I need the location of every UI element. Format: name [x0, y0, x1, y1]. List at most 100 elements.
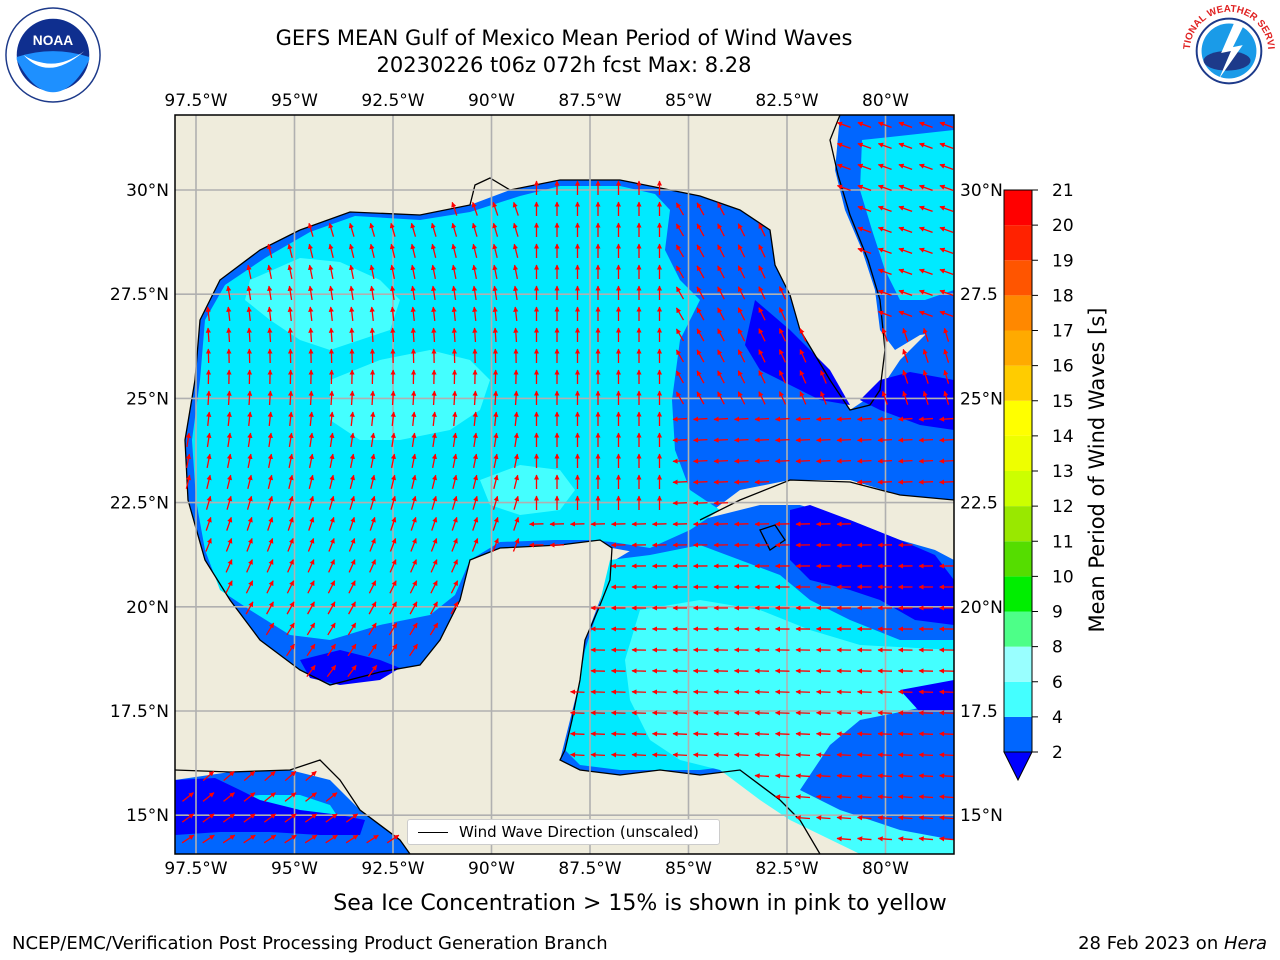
wind-arrow: [939, 163, 954, 171]
wind-arrow: [223, 770, 235, 782]
wind-arrow: [325, 813, 338, 823]
wind-arrow: [366, 834, 379, 844]
wind-arrow: [246, 495, 253, 510]
wind-arrow: [590, 731, 606, 737]
wind-arrow: [472, 390, 478, 406]
wind-arrow: [737, 286, 746, 300]
wind-arrow: [856, 479, 872, 485]
wind-arrow: [918, 836, 934, 842]
wind-arrow: [610, 731, 626, 737]
wind-arrow: [287, 537, 294, 552]
colorbar-tick-label: 2: [1052, 743, 1063, 763]
wind-arrow: [492, 516, 499, 531]
wind-arrow: [472, 327, 478, 343]
wind-arrow: [327, 622, 336, 636]
lat-tick-label: 22.5: [960, 494, 998, 514]
wind-arrow: [369, 264, 375, 279]
latitude-labels-left: 30°N 27.5°N 25°N 22.5°N 20°N 17.5°N 15°N: [110, 181, 169, 826]
wind-arrow: [226, 432, 232, 448]
wind-arrow: [429, 622, 439, 636]
wind-arrow: [713, 479, 729, 485]
wind-arrow: [389, 222, 396, 237]
wind-arrow: [898, 226, 913, 234]
colorbar-tick-label: 13: [1052, 462, 1074, 482]
wind-arrow: [226, 306, 232, 322]
wind-arrow: [348, 580, 356, 594]
wind-arrow: [287, 243, 293, 258]
wind-arrow: [181, 813, 195, 823]
colorbar-segment: [1004, 506, 1032, 542]
wind-arrow: [390, 474, 397, 489]
wind-arrow: [472, 432, 478, 448]
wind-arrow: [512, 201, 519, 216]
wind-arrow: [733, 458, 749, 464]
credit-date: 28 Feb 2023 on: [1078, 933, 1224, 954]
wind-arrow: [737, 370, 746, 384]
wind-arrow: [410, 537, 417, 552]
wind-arrow: [287, 327, 293, 343]
wind-arrow: [308, 516, 315, 531]
svg-text:NOAA: NOAA: [33, 33, 73, 48]
wind-arrow: [284, 792, 297, 802]
wind-arrow: [430, 264, 437, 279]
wind-arrow: [348, 537, 356, 552]
wind-arrow: [205, 516, 212, 531]
wind-arrow: [737, 307, 746, 321]
wind-arrow: [857, 121, 872, 129]
wind-arrow: [329, 474, 335, 489]
wind-arrow: [472, 495, 479, 510]
wind-arrow: [922, 390, 929, 405]
wind-arrow: [758, 349, 766, 363]
wind-arrow: [390, 390, 396, 406]
wind-arrow: [774, 794, 790, 800]
colorbar-tick-label: 15: [1052, 392, 1074, 412]
wind-arrow: [881, 327, 888, 342]
wind-arrow: [349, 327, 355, 343]
wind-arrow: [939, 121, 954, 129]
wind-arrow: [226, 453, 233, 468]
wind-arrow: [938, 479, 954, 485]
wind-arrow: [918, 731, 934, 737]
wind-arrow: [452, 474, 458, 489]
wind-arrow: [922, 348, 929, 363]
wind-arrow: [513, 432, 519, 448]
wind-arrow: [389, 264, 396, 279]
wind-arrow: [898, 247, 913, 255]
wind-arrow: [370, 432, 376, 448]
lon-tick-label: 80°W: [862, 91, 909, 111]
wind-arrow: [836, 731, 852, 737]
wind-arrow: [284, 834, 297, 844]
wind-arrow: [368, 643, 377, 657]
wind-arrow: [877, 163, 892, 171]
wind-arrow: [205, 537, 212, 552]
wind-arrow: [692, 479, 708, 485]
map-legend: Wind Wave Direction (unscaled): [407, 819, 720, 845]
wind-arrow: [328, 537, 335, 552]
wind-arrow: [370, 474, 376, 489]
wind-arrow: [349, 495, 356, 510]
wind-arrow: [795, 416, 811, 422]
wind-arrow: [430, 222, 437, 237]
wind-arrow: [388, 643, 398, 657]
wind-arrow: [493, 432, 499, 448]
wind-arrow: [246, 537, 253, 552]
wind-arrow: [675, 202, 685, 216]
wind-arrow: [225, 559, 233, 573]
lat-tick-label: 15°N: [960, 806, 1003, 826]
wind-arrow: [492, 264, 498, 279]
wind-arrow: [754, 731, 770, 737]
wind-arrow: [938, 416, 954, 422]
wind-arrow: [472, 306, 478, 322]
wind-arrow: [513, 516, 520, 531]
wind-arrow: [877, 836, 893, 842]
wind-arrow: [918, 310, 933, 318]
wind-arrow: [348, 243, 355, 258]
wind-arrow: [799, 391, 807, 405]
wind-arrow: [836, 121, 851, 129]
wind-arrow: [287, 285, 293, 301]
colorbar-tick-label: 18: [1052, 286, 1074, 306]
colorbar-segment: [1004, 190, 1032, 226]
colorbar-segment: [1004, 681, 1032, 717]
wind-arrow: [877, 184, 892, 192]
wind-arrow: [451, 516, 458, 531]
